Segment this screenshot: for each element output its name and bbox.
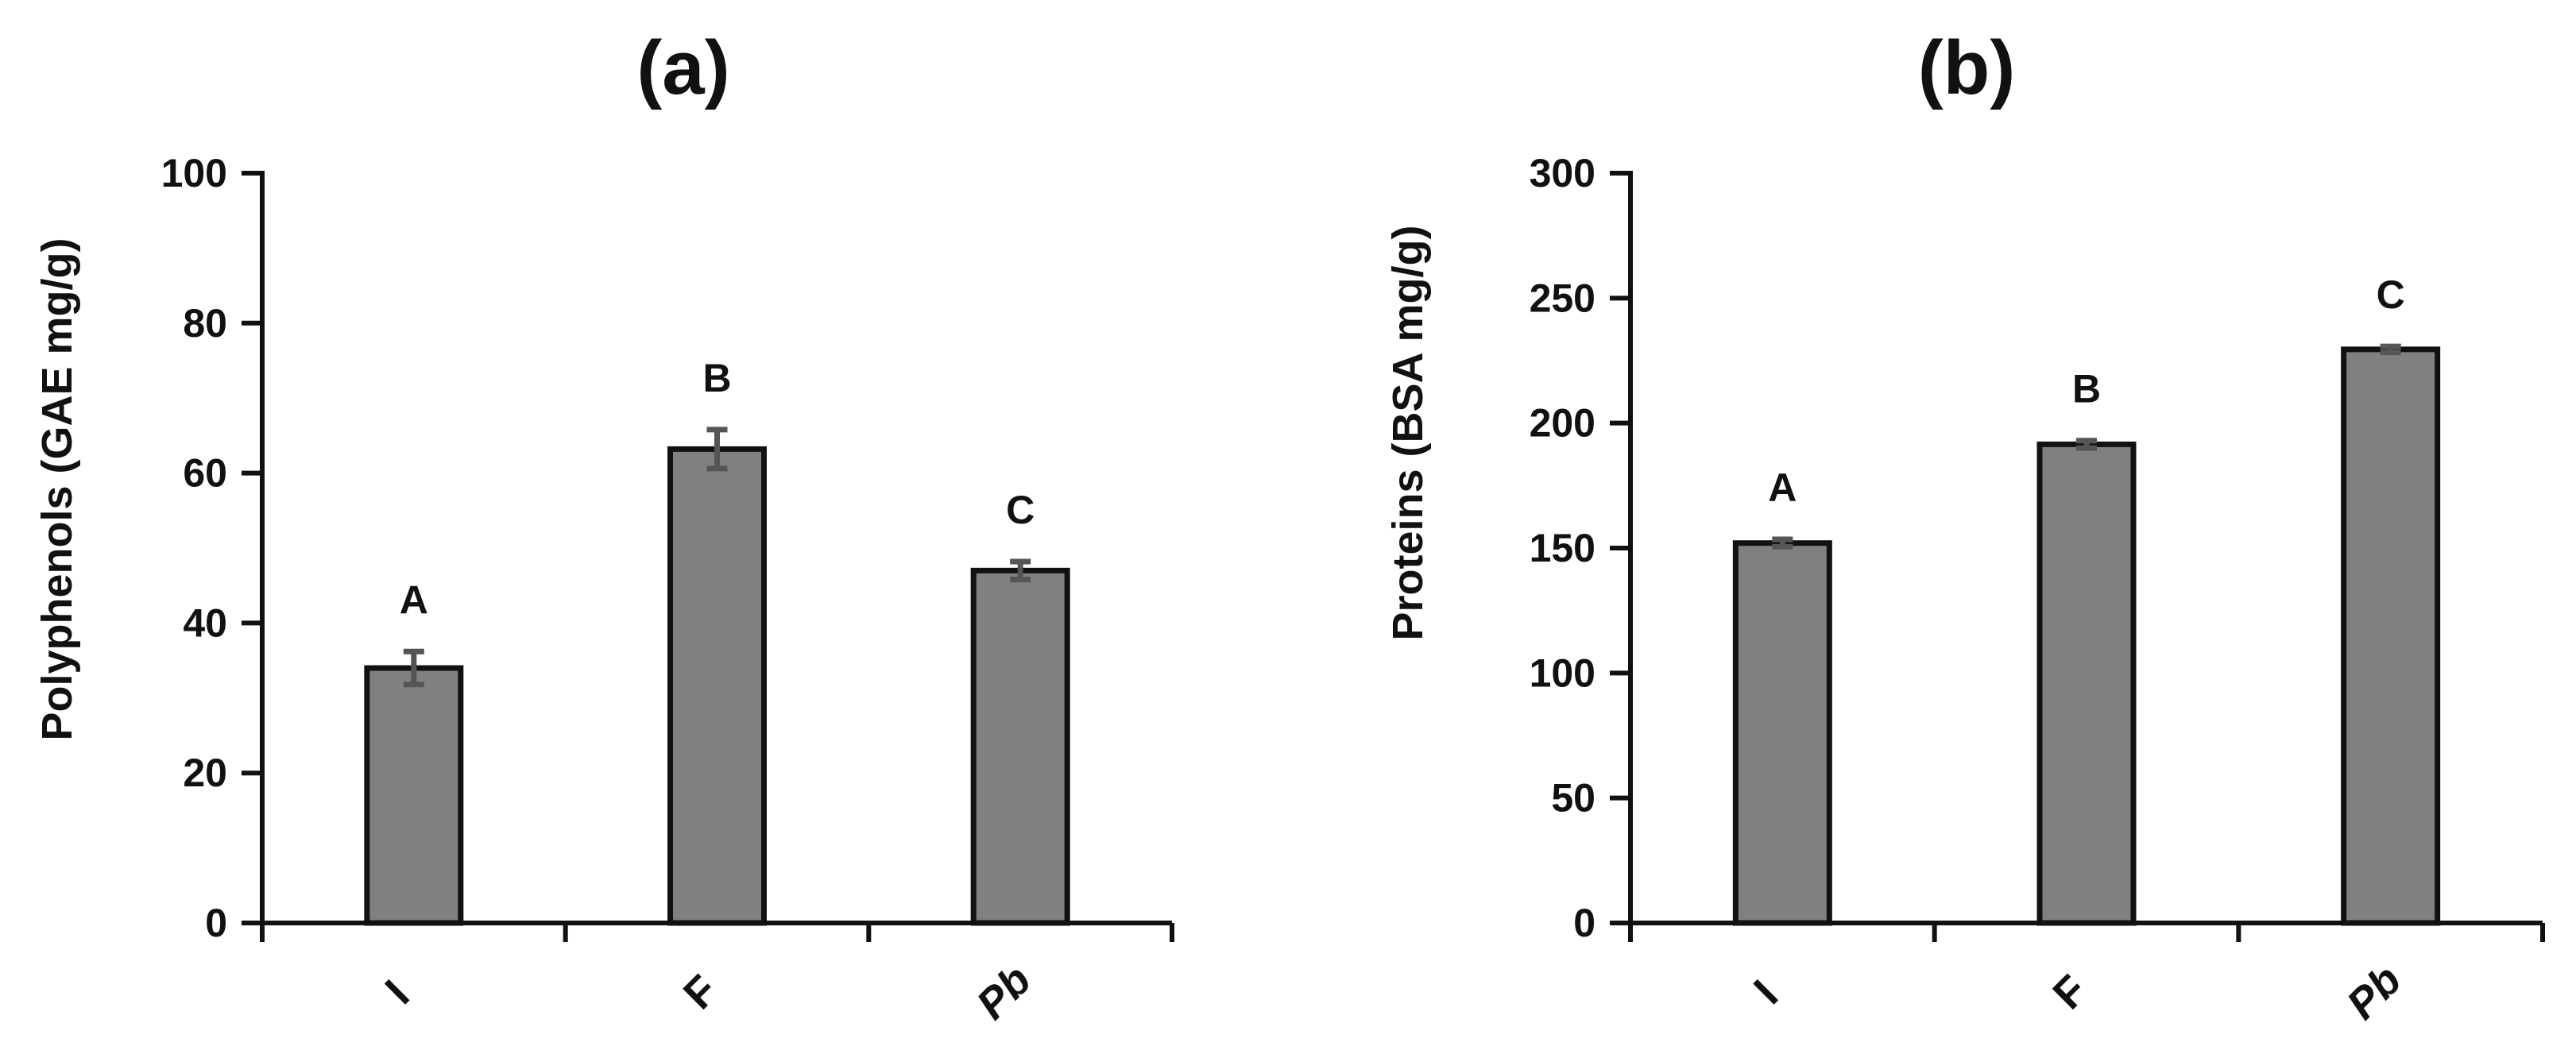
bar-b-f xyxy=(2036,441,2137,926)
bar-a-i xyxy=(364,665,464,926)
y-tick-label-b: 150 xyxy=(1530,526,1595,570)
bar-b-pb xyxy=(2341,346,2441,926)
y-tick-label-b: 200 xyxy=(1530,401,1595,446)
error-bar-b-pb xyxy=(2380,343,2401,356)
chart-panel-b: (b) Proteins (BSA mg/g) 0 50 100 150 200 250 3… xyxy=(1384,25,2545,1029)
y-tick-label-b: 100 xyxy=(1530,651,1595,695)
significance-letter-a-pb: C xyxy=(1006,488,1035,532)
error-bar-b-i xyxy=(1772,536,1793,550)
category-label-b-pb: Pb xyxy=(2338,956,2410,1029)
bar-a-pb xyxy=(970,567,1070,926)
y-tick-label-a: 60 xyxy=(183,451,227,496)
y-tick-label-b: 250 xyxy=(1530,276,1595,320)
bar-b-i xyxy=(1732,540,1832,926)
chart-panel-a: (a) Polyphenols (GAE mg/g) 020406080100 … xyxy=(33,25,1174,1029)
y-axis-title-b: Proteins (BSA mg/g) xyxy=(1384,225,1432,640)
significance-letter-b-i: A xyxy=(1768,465,1797,510)
bar-a-f xyxy=(667,446,767,926)
x-ticks-b xyxy=(1628,923,2545,942)
category-label-b-i: I xyxy=(1745,971,1787,1014)
error-bars-b xyxy=(1772,343,2401,550)
significance-letters-a: A B C xyxy=(400,356,1035,622)
y-tick-label-a: 20 xyxy=(183,751,227,795)
significance-letter-b-f: B xyxy=(2072,367,2101,411)
y-ticks-a: 0 20 40 60 80 100 xyxy=(161,151,262,945)
error-bar-a-pb xyxy=(1010,558,1031,583)
y-axis-title-a: Polyphenols (GAE mg/g) xyxy=(33,237,81,740)
error-bar-a-f xyxy=(706,427,728,472)
category-label-a-i: I xyxy=(377,971,419,1014)
significance-letters-b: A B C xyxy=(1768,272,2404,510)
chart-title-b: (b) xyxy=(1918,25,2016,110)
error-bars-a xyxy=(403,427,1031,688)
significance-letter-a-i: A xyxy=(400,577,428,622)
chart-title-a: (a) xyxy=(636,25,729,110)
category-labels-a: I F Pb xyxy=(377,956,1040,1029)
category-label-b-f: F xyxy=(2044,966,2096,1018)
significance-letter-a-f: B xyxy=(702,356,731,400)
y-tick-label-a: 40 xyxy=(183,600,227,645)
x-ticks-a xyxy=(260,923,1174,942)
category-labels-b: I F Pb xyxy=(1745,956,2410,1029)
category-label-a-f: F xyxy=(675,966,727,1018)
y-ticks-b: 0 50 100 150 200 250 300 xyxy=(1530,151,1630,945)
y-tick-label-a: 100 xyxy=(161,151,227,195)
y-tick-label-a: 0 xyxy=(205,901,227,945)
y-tick-label-b: 0 xyxy=(1573,901,1595,945)
error-bar-a-i xyxy=(403,648,424,688)
category-label-a-pb: Pb xyxy=(968,956,1040,1029)
y-tick-label-b: 300 xyxy=(1530,151,1595,195)
error-bar-b-f xyxy=(2076,438,2097,451)
significance-letter-b-pb: C xyxy=(2377,272,2405,317)
y-tick-label-b: 50 xyxy=(1551,776,1595,821)
bars-a xyxy=(364,446,1070,926)
y-tick-label-a: 80 xyxy=(183,301,227,346)
bars-b xyxy=(1732,346,2441,926)
